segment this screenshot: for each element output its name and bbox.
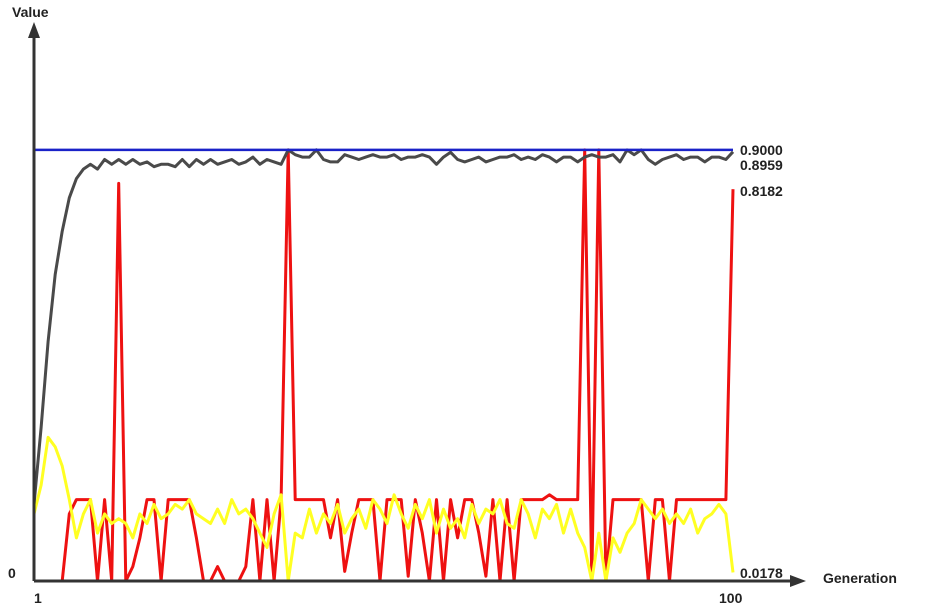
x-axis-arrow-icon [790, 575, 806, 587]
x-axis-title: Generation [823, 570, 897, 586]
y-axis-arrow-icon [28, 22, 40, 38]
series-end-label-red: 0.8182 [740, 183, 783, 199]
x-tick-label-start: 1 [34, 590, 42, 606]
series-line-gray [32, 148, 735, 505]
x-tick-label-end: 100 [719, 590, 743, 606]
series-end-label-blue: 0.9000 [740, 142, 783, 158]
y-tick-label-0: 0 [8, 565, 16, 581]
series-end-label-yellow: 0.0178 [740, 565, 783, 581]
series-line-yellow [32, 435, 735, 583]
series-line-red [34, 148, 735, 583]
series-layer [32, 148, 735, 583]
series-end-label-gray: 0.8959 [740, 157, 783, 173]
y-axis-title: Value [12, 4, 49, 20]
